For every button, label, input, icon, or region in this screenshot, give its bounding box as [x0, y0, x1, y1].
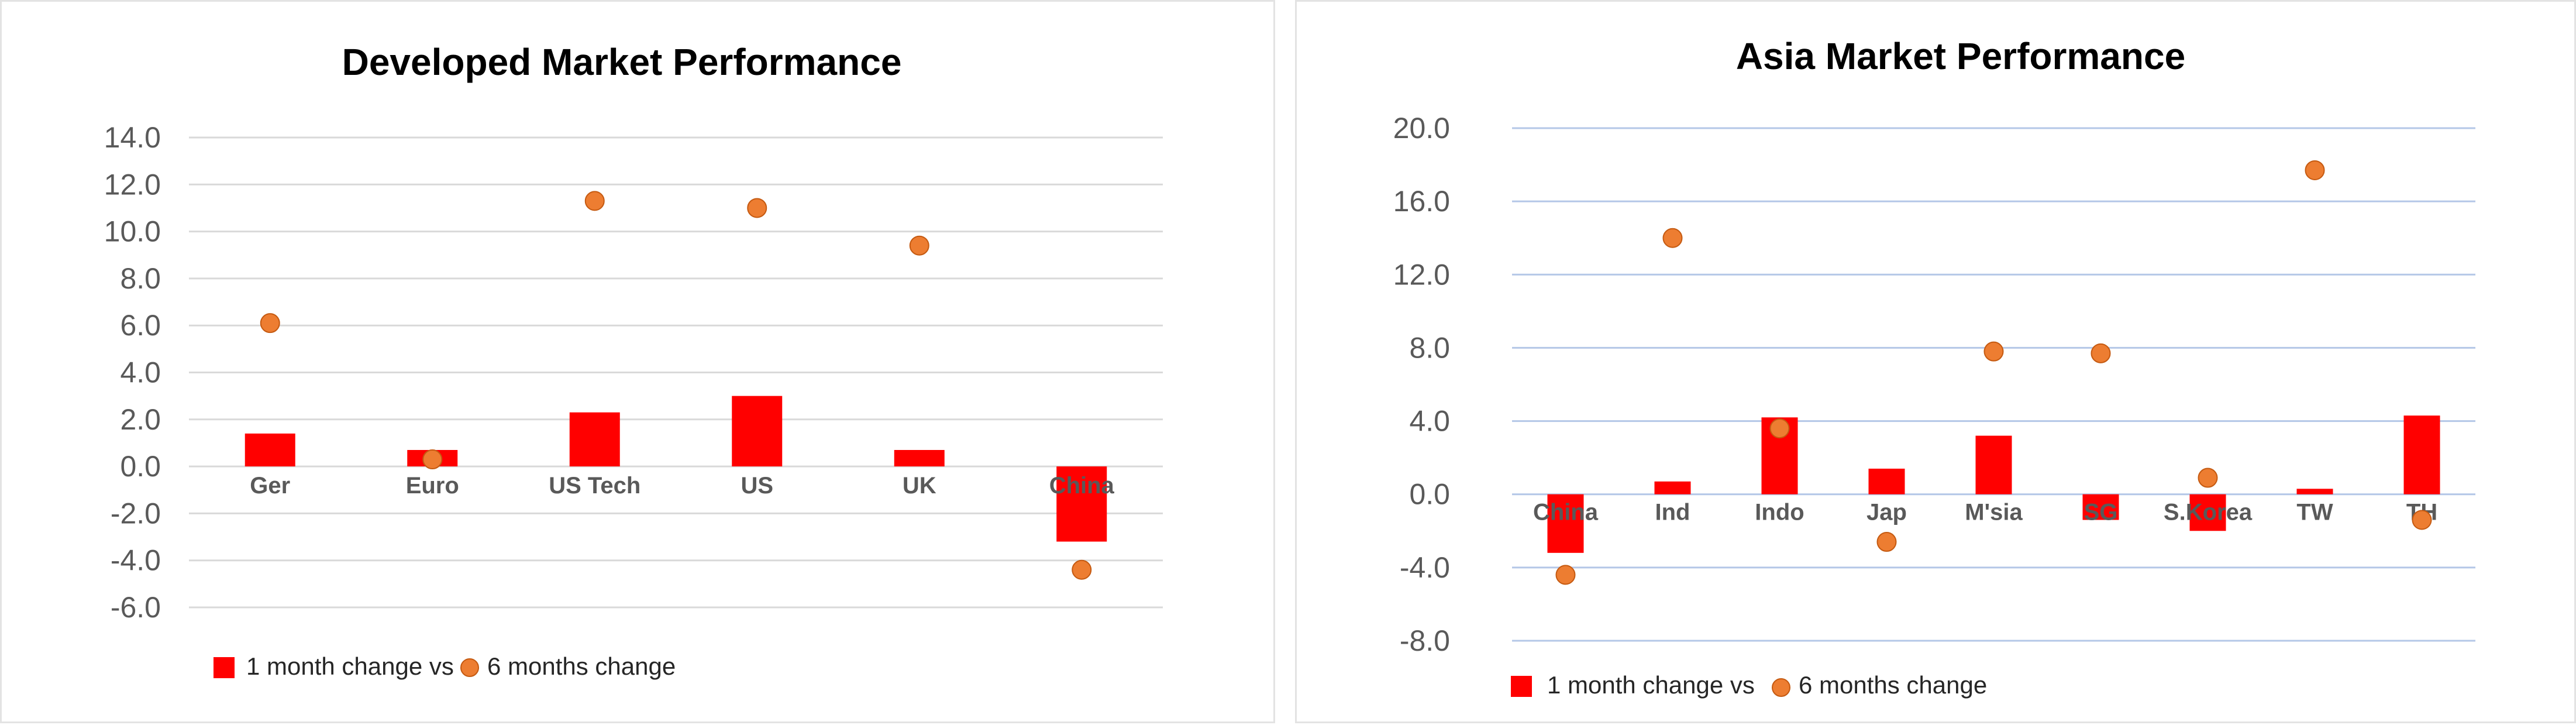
y-tick-label: 4.0 — [1409, 405, 1450, 438]
legend: 1 month change vs 6 months change — [1511, 671, 1987, 699]
bar — [2082, 494, 2119, 520]
legend-dot-swatch — [1772, 678, 1790, 697]
y-tick-label: 12.0 — [104, 168, 161, 201]
grid-lines — [1512, 127, 2475, 642]
y-tick-label: 2.0 — [120, 403, 161, 436]
bar — [2189, 494, 2226, 531]
developed-market-chart: Developed Market Performance 14.0 12.0 10.… — [104, 41, 1163, 680]
y-tick-label: 6.0 — [120, 309, 161, 342]
scatter-point — [747, 198, 767, 218]
bar — [1547, 494, 1584, 553]
y-tick-label: 0.0 — [1409, 478, 1450, 511]
scatter-point — [2305, 160, 2325, 180]
scatter-point — [1662, 228, 1683, 248]
chart-title: Developed Market Performance — [342, 41, 902, 83]
bar — [1975, 435, 2012, 494]
grid-lines — [189, 136, 1163, 609]
y-tick-label: 14.0 — [104, 121, 161, 154]
y-tick-label: 8.0 — [120, 262, 161, 295]
developed-market-chart-panel: Developed Market Performance 14.0 12.0 10.… — [0, 0, 1275, 723]
scatter-point — [1876, 532, 1897, 552]
bar — [1868, 468, 1905, 494]
y-tick-label: -4.0 — [1400, 551, 1450, 584]
y-tick-label: 12.0 — [1393, 258, 1450, 291]
y-tick-label: 4.0 — [120, 356, 161, 389]
x-category-label: SG — [2084, 500, 2118, 525]
x-category-label: Ger — [250, 473, 290, 499]
x-category-label: US — [741, 473, 773, 499]
y-axis-ticks: 14.0 12.0 10.0 8.0 6.0 4.0 2.0 0.0 -2.0 -4.0 -6.0 — [104, 121, 161, 624]
x-category-label: Indo — [1755, 500, 1804, 525]
y-tick-label: 0.0 — [120, 450, 161, 483]
x-category-label: China — [1049, 473, 1115, 499]
x-axis-categories: Ger Euro US Tech US UK China — [250, 473, 1114, 499]
x-category-label: US Tech — [549, 473, 640, 499]
asia-market-chart-panel: Asia Market Performance 20.0 16.0 12.0 8.0 4… — [1295, 0, 2576, 723]
y-tick-label: -8.0 — [1400, 624, 1450, 657]
legend-bar-swatch — [1511, 676, 1532, 697]
bar — [1654, 481, 1691, 494]
legend-bar-label: 1 month change vs — [1547, 671, 1755, 699]
legend: 1 month change vs 6 months change — [213, 652, 676, 680]
asia-market-chart: Asia Market Performance 20.0 16.0 12.0 8.0 4… — [1393, 35, 2475, 699]
scatter-point — [260, 313, 280, 334]
scatter-point — [584, 191, 605, 211]
x-category-label: S.Korea — [2164, 500, 2253, 525]
scatter-point — [909, 235, 929, 256]
bar — [244, 433, 295, 467]
scatter-point — [2091, 343, 2111, 363]
bar — [894, 449, 945, 467]
x-category-label: M'sia — [1965, 500, 2023, 525]
x-category-label: China — [1533, 500, 1599, 525]
bar — [732, 396, 783, 467]
x-category-label: Ind — [1655, 500, 1690, 525]
x-category-label: TW — [2296, 500, 2333, 525]
scatter-point — [1555, 565, 1576, 585]
legend-dot-label: 6 months change — [1799, 671, 1987, 699]
y-tick-label: 20.0 — [1393, 112, 1450, 145]
scatter-point — [422, 449, 443, 470]
scatter-point — [1983, 341, 2004, 362]
scatter-point — [1769, 418, 1790, 439]
x-category-label: UK — [903, 473, 936, 499]
x-category-label: Euro — [406, 473, 459, 499]
legend-dot-label: 6 months change — [487, 652, 676, 680]
y-tick-label: 8.0 — [1409, 331, 1450, 364]
x-category-label: Jap — [1866, 500, 1907, 525]
scatter-point — [2198, 468, 2218, 488]
y-axis-ticks: 20.0 16.0 12.0 8.0 4.0 0.0 -4.0 -8.0 — [1393, 112, 1450, 657]
bar — [1056, 466, 1107, 542]
chart-title: Asia Market Performance — [1736, 35, 2185, 77]
y-tick-label: 16.0 — [1393, 185, 1450, 218]
scatter-series — [1555, 160, 2432, 585]
scatter-point — [2412, 510, 2432, 530]
y-tick-label: -6.0 — [111, 591, 161, 624]
legend-dot-swatch — [460, 658, 479, 677]
scatter-point — [1072, 559, 1092, 580]
y-tick-label: 10.0 — [104, 215, 161, 248]
y-tick-label: -4.0 — [111, 544, 161, 577]
scatter-series — [260, 191, 1092, 580]
bar-series — [1547, 415, 2440, 553]
legend-bar-swatch — [213, 657, 235, 678]
y-tick-label: -2.0 — [111, 497, 161, 530]
bar — [569, 412, 620, 467]
legend-bar-label: 1 month change vs — [246, 652, 454, 680]
bar-series — [244, 396, 1107, 542]
bar — [2403, 415, 2440, 494]
bar — [2296, 489, 2333, 494]
